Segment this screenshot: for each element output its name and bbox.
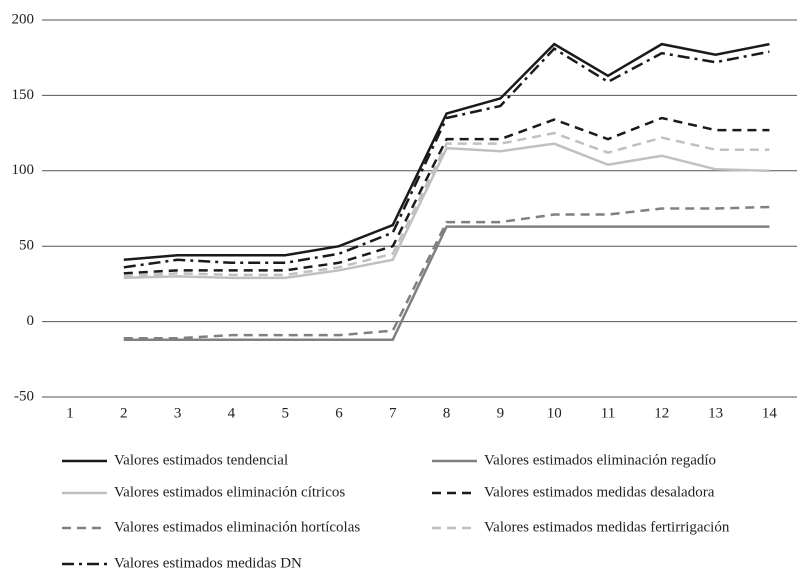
line-series: [123, 205, 770, 340]
x-tick-label: 13: [708, 405, 723, 421]
line-series: [123, 142, 770, 280]
x-tick-label: 11: [601, 405, 615, 421]
legend-label: Valores estimados medidas DN: [114, 555, 302, 571]
y-tick-label: 150: [12, 87, 35, 103]
legend-label: Valores estimados tendencial: [114, 452, 288, 468]
y-tick-label: 0: [27, 313, 35, 329]
x-tick-label: 4: [228, 405, 236, 421]
y-tick-label: 50: [19, 238, 34, 254]
line-series: [123, 116, 770, 275]
x-tick-label: 14: [762, 405, 778, 421]
x-tick-label: 8: [443, 405, 451, 421]
x-tick-label: 7: [389, 405, 397, 421]
y-tick-label: -50: [14, 388, 34, 404]
y-tick-label: 100: [12, 162, 35, 178]
x-tick-label: 10: [547, 405, 562, 421]
x-tick-label: 6: [335, 405, 343, 421]
legend-label: Valores estimados eliminación cítricos: [114, 484, 345, 500]
line-series: [123, 225, 770, 341]
legend-label: Valores estimados eliminación regadío: [484, 452, 716, 468]
x-tick-label: 3: [174, 405, 182, 421]
legend-label: Valores estimados eliminación hortícolas: [114, 519, 360, 535]
x-tick-label: 2: [120, 405, 128, 421]
x-tick-label: 12: [654, 405, 669, 421]
y-tick-label: 200: [12, 11, 35, 27]
x-tick-label: 9: [497, 405, 505, 421]
x-tick-label: 5: [281, 405, 289, 421]
legend-label: Valores estimados medidas fertirrigación: [484, 519, 730, 535]
line-series: [123, 131, 770, 278]
legend-label: Valores estimados medidas desaladora: [484, 484, 715, 500]
line-series: [123, 42, 770, 262]
x-tick-label: 1: [66, 405, 74, 421]
line-series: [123, 47, 770, 269]
